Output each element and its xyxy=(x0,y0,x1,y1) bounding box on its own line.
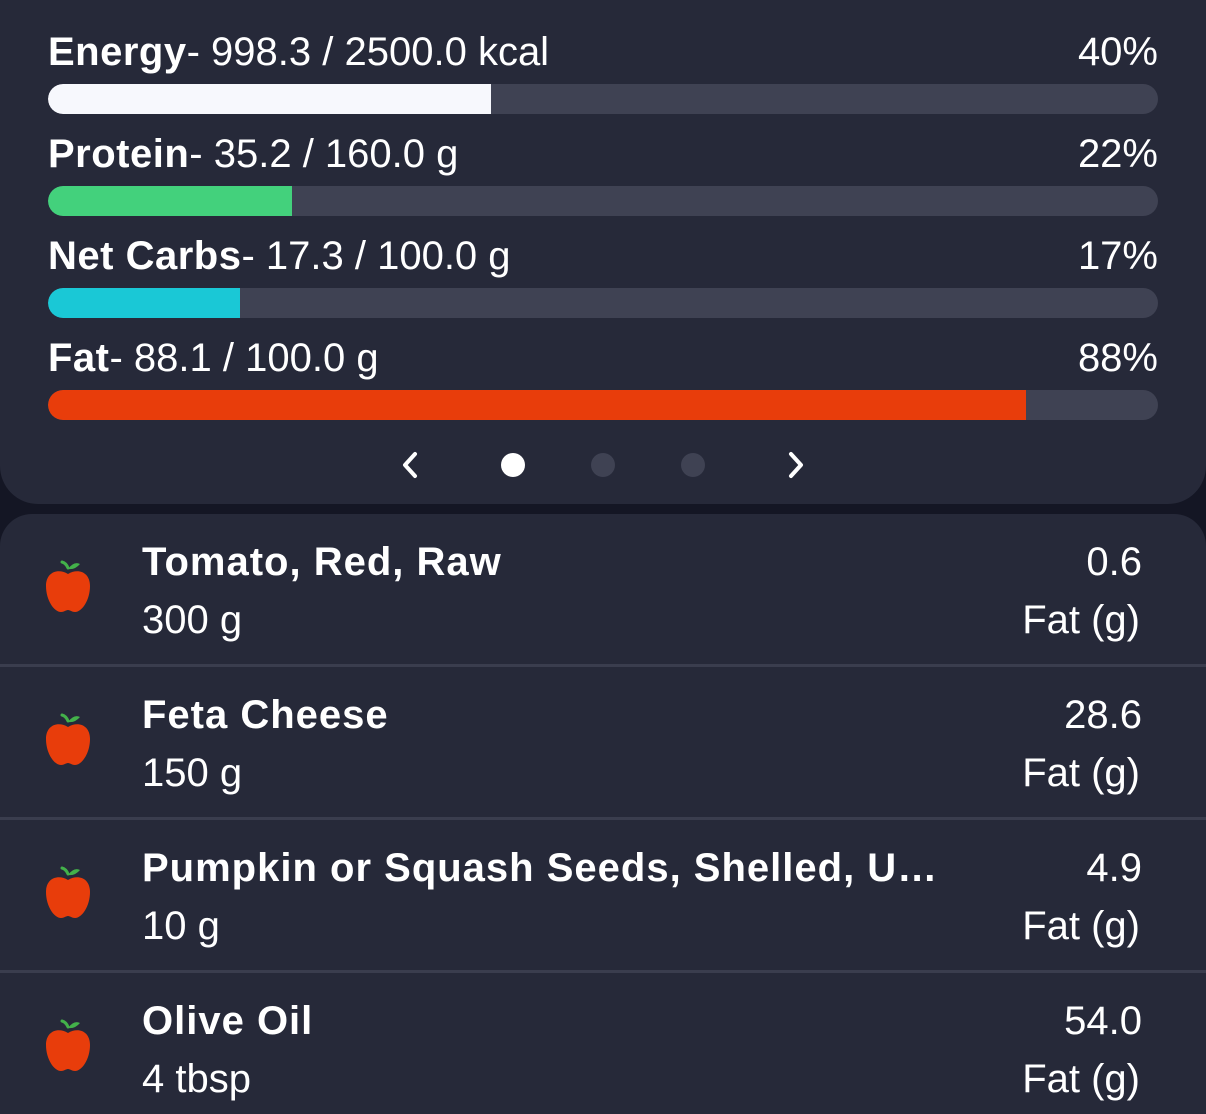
apple-icon xyxy=(46,560,90,612)
progress-fill xyxy=(48,186,293,216)
progress-track xyxy=(48,390,1158,420)
food-value: 4.9 xyxy=(1086,846,1142,890)
nutrient-amount: - 17.3 / 100.0 g xyxy=(241,234,511,278)
food-quantity: 150 g xyxy=(142,751,243,795)
progress-fill xyxy=(48,84,492,114)
nutrient-name: Protein xyxy=(48,132,190,176)
food-list: Tomato, Red, Raw 300 g 0.6 Fat (g) Feta … xyxy=(0,514,1206,1114)
food-value: 54.0 xyxy=(1064,999,1142,1043)
nutrient-name: Net Carbs xyxy=(48,234,242,278)
progress-track xyxy=(48,84,1158,114)
food-unit: Fat (g) xyxy=(1022,904,1140,948)
nutrient-percent: 40% xyxy=(1077,30,1158,74)
apple-icon xyxy=(46,1019,90,1071)
progress-fill xyxy=(48,390,1026,420)
nutrient-percent: 17% xyxy=(1077,234,1158,278)
previous-page-button[interactable] xyxy=(390,445,430,485)
page-dot-1[interactable] xyxy=(501,453,525,477)
food-name: Olive Oil xyxy=(142,999,314,1043)
nutrient-summary-card: Energy- 998.3 / 2500.0 kcal 40% Protein-… xyxy=(0,0,1206,504)
food-value: 28.6 xyxy=(1064,693,1142,737)
progress-fill xyxy=(48,288,241,318)
food-unit: Fat (g) xyxy=(1022,1057,1140,1101)
page-dot-2[interactable] xyxy=(591,453,615,477)
nutrient-amount: - 35.2 / 160.0 g xyxy=(189,132,459,176)
progress-track xyxy=(48,186,1158,216)
food-item-feta[interactable]: Feta Cheese 150 g 28.6 Fat (g) xyxy=(0,667,1206,820)
food-value: 0.6 xyxy=(1086,540,1142,584)
food-item-pumpkin-seeds[interactable]: Pumpkin or Squash Seeds, Shelled, U… 10 … xyxy=(0,820,1206,973)
divider xyxy=(0,664,1206,667)
apple-icon xyxy=(46,713,90,765)
chevron-left-icon xyxy=(403,452,417,478)
food-quantity: 10 g xyxy=(142,904,220,948)
food-quantity: 300 g xyxy=(142,598,243,642)
food-quantity: 4 tbsp xyxy=(142,1057,251,1101)
nutrient-name: Fat xyxy=(48,336,110,380)
apple-icon xyxy=(46,866,90,918)
nutrient-percent: 88% xyxy=(1077,336,1158,380)
page-indicator xyxy=(0,440,1206,490)
food-name: Feta Cheese xyxy=(142,693,389,737)
divider xyxy=(0,817,1206,820)
divider xyxy=(0,970,1206,973)
chevron-right-icon xyxy=(789,452,803,478)
next-page-button[interactable] xyxy=(776,445,816,485)
nutrient-name: Energy xyxy=(48,30,187,74)
food-item-olive-oil[interactable]: Olive Oil 4 tbsp 54.0 Fat (g) xyxy=(0,973,1206,1114)
food-name: Pumpkin or Squash Seeds, Shelled, U… xyxy=(142,846,939,890)
page-dot-3[interactable] xyxy=(681,453,705,477)
nutrient-amount: - 88.1 / 100.0 g xyxy=(109,336,379,380)
food-name: Tomato, Red, Raw xyxy=(142,540,502,584)
food-unit: Fat (g) xyxy=(1022,598,1140,642)
nutrient-amount: - 998.3 / 2500.0 kcal xyxy=(186,30,550,74)
nutrient-percent: 22% xyxy=(1077,132,1158,176)
food-unit: Fat (g) xyxy=(1022,751,1140,795)
progress-track xyxy=(48,288,1158,318)
food-item-tomato[interactable]: Tomato, Red, Raw 300 g 0.6 Fat (g) xyxy=(0,514,1206,667)
